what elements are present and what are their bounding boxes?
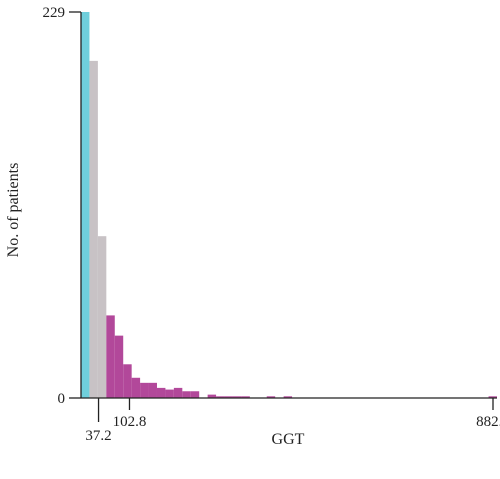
bars-layer bbox=[81, 12, 497, 399]
histogram-bar bbox=[123, 364, 132, 398]
y-axis-title: No. of patients bbox=[5, 163, 22, 258]
histogram-bar bbox=[156, 387, 166, 398]
x-tick-label: 102.8 bbox=[113, 414, 147, 430]
histogram-bar bbox=[232, 396, 242, 398]
histogram-bar bbox=[283, 396, 293, 398]
histogram-bar bbox=[148, 382, 157, 398]
histogram-bar bbox=[140, 382, 149, 398]
x-axis-title: GGT bbox=[272, 431, 305, 448]
y-tick-label: 0 bbox=[58, 391, 66, 407]
histogram-bar bbox=[241, 396, 250, 398]
histogram-bar bbox=[81, 12, 90, 398]
y-tick-label: 229 bbox=[43, 5, 66, 21]
histogram-bar bbox=[182, 391, 191, 398]
y-ticks-layer: 0 229 bbox=[43, 5, 81, 407]
histogram-bar bbox=[114, 335, 124, 398]
histogram-bar bbox=[216, 396, 225, 398]
histogram-bar bbox=[165, 389, 174, 398]
histogram-bar bbox=[224, 396, 233, 398]
histogram-bar bbox=[207, 394, 217, 398]
histogram-bar bbox=[488, 396, 497, 398]
x-tick-label: 37.2 bbox=[85, 428, 111, 444]
histogram-bar bbox=[173, 387, 183, 398]
histogram-bar bbox=[266, 396, 276, 398]
histogram-bar bbox=[89, 60, 98, 399]
histogram-bar bbox=[106, 315, 115, 398]
histogram-bar bbox=[190, 391, 200, 398]
x-tick-label: 882.0 bbox=[476, 414, 500, 430]
histogram-bar bbox=[131, 377, 141, 398]
histogram-bar bbox=[97, 236, 107, 398]
